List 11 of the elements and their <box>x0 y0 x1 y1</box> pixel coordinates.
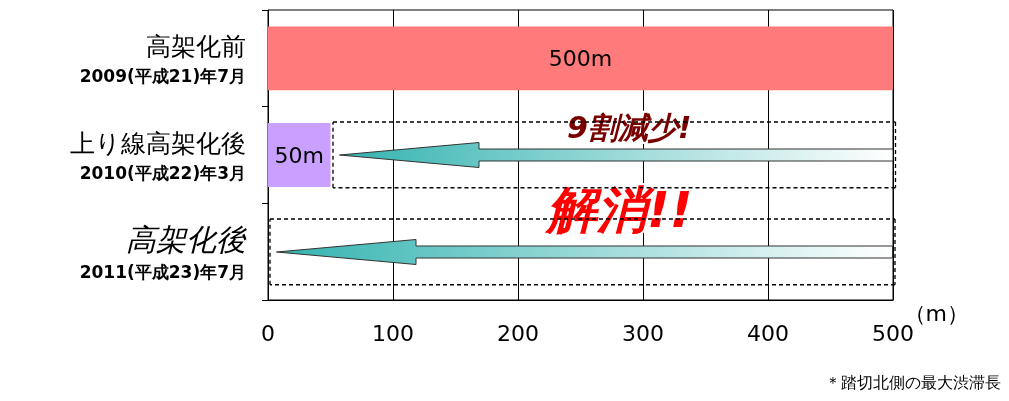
data-label: 500m <box>548 45 613 71</box>
text: ＊踏切北側の最大渋滞長 <box>825 372 1001 392</box>
x-tick-label: 100 <box>372 320 414 346</box>
y-tick-label: 高架化後 2011(平成23)年7月 <box>79 222 247 282</box>
x-tick-label: 200 <box>497 320 539 346</box>
x-tick-label: 400 <box>747 320 789 346</box>
x-tick-label: 300 <box>622 320 664 346</box>
data-label: 50m <box>274 142 324 168</box>
y-tick-label: 高架化前 2009(平成21)年7月 <box>79 31 246 87</box>
x-tick-label: 0 <box>261 320 275 346</box>
y-tick-label: 上り線高架化後 2010(平成22)年3月 <box>70 128 246 183</box>
